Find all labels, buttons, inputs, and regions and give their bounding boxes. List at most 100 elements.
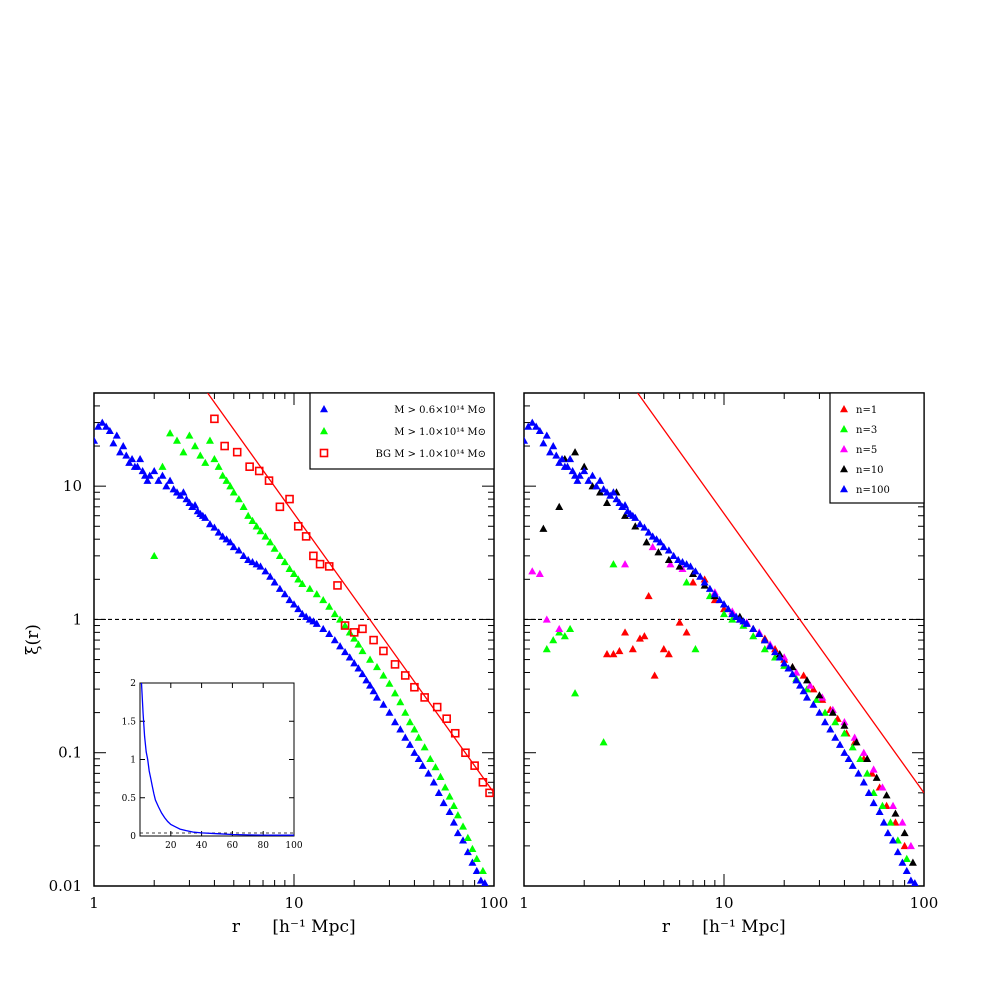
data-point [379,671,388,679]
data-point [602,650,611,658]
series-0 [94,418,489,886]
data-point [330,636,339,644]
data-point [449,818,458,826]
data-point [301,532,311,541]
inset-x-tick-label: 60 [227,841,239,851]
data-point [831,733,840,741]
data-point [285,595,294,604]
data-point [248,557,257,566]
legend-marker [840,425,848,433]
data-point [615,646,624,655]
data-point [229,542,238,551]
data-point [136,454,145,463]
data-point [555,502,564,511]
data-point [621,560,630,568]
data-point [385,679,394,687]
x-tick-label: 10 [714,894,733,912]
data-point [724,604,733,613]
data-point [463,847,472,856]
data-point [863,769,872,777]
data-point [182,495,191,503]
data-point [354,640,363,648]
data-point [239,502,248,511]
data-point [285,494,294,504]
inset-x-tick-label: 80 [257,841,269,851]
data-point [710,590,719,598]
data-point [252,522,261,530]
legend-label: n=3 [856,425,877,436]
data-point [879,818,888,826]
data-point [290,600,298,608]
data-point [784,664,793,672]
data-point [270,578,279,586]
data-point [391,689,400,697]
data-point [775,653,784,661]
legend-marker [319,448,329,458]
data-point [294,575,303,583]
data-point [648,542,657,551]
data-point [555,624,564,633]
data-point [650,671,659,679]
series-2 [210,414,494,798]
data-point [705,584,714,592]
data-point [664,650,673,658]
data-point [675,618,684,626]
legend: M > 0.6×10¹⁴ M⊙ M > 1.0×10¹⁴ M⊙ BG M > 1.0… [309,392,495,470]
data-point [105,426,114,435]
data-point [266,538,275,546]
data-point [906,876,915,884]
data-point [431,763,440,771]
data-point [336,615,345,623]
data-point [686,562,695,570]
data-point [902,854,911,862]
data-point [172,488,181,496]
data-point [528,418,537,426]
x-axis-label: r [662,917,671,937]
inset-y-tick-label: 1.5 [122,717,137,727]
data-point [434,788,443,797]
data-point [298,609,307,618]
data-point [682,628,691,636]
data-point [325,629,334,638]
data-point [401,733,410,741]
legend-label: BG M > 1.0×10¹⁴ M⊙ [376,449,487,460]
data-point [358,669,367,678]
data-point [264,476,274,485]
data-point [349,628,359,637]
plot-frame [523,392,925,887]
data-point [878,783,887,791]
series-4 [524,418,919,886]
data-point [414,733,423,741]
data-point [863,754,872,763]
data-point [615,498,624,507]
data-point [302,612,311,620]
data-point [571,448,580,456]
data-point [358,624,367,634]
data-point [481,879,489,886]
data-point [341,647,350,656]
data-point [640,523,649,531]
data-point [369,635,378,645]
inset-plot: 20 40 60 80 100 0 0.5 1 1.5 2 [122,679,303,854]
data-point [319,624,328,633]
data-point [201,458,210,466]
data-point [893,847,902,856]
data-point [414,754,423,763]
data-point [432,702,442,712]
data-point [524,422,533,430]
data-point [755,629,764,638]
data-point [372,693,381,701]
data-point [116,448,125,456]
plot-data [524,393,924,886]
data-point [244,555,253,564]
inset-x-tick-label: 20 [165,841,177,851]
data-point [635,634,644,642]
data-point [340,621,350,630]
data-point [472,866,481,875]
data-point [631,522,640,530]
data-point [806,681,815,689]
data-point [644,591,653,600]
data-point [410,725,419,733]
legend-label: n=100 [856,485,890,496]
data-point [254,466,264,476]
